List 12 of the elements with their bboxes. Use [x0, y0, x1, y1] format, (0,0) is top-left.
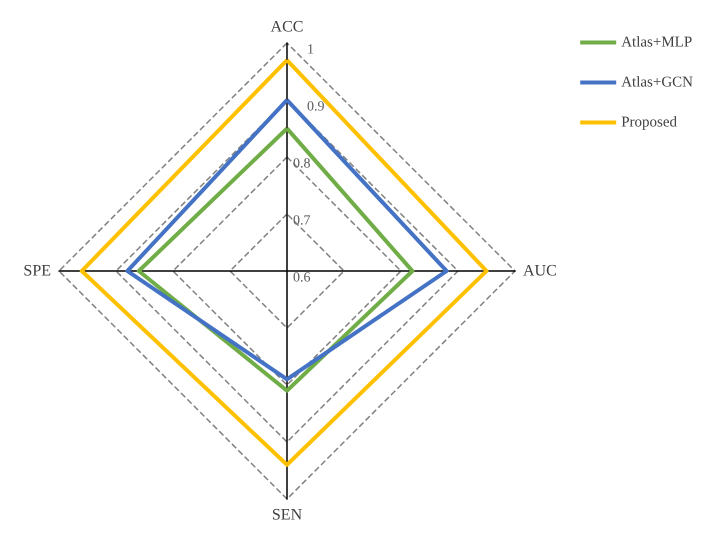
spoke-label: ACC	[270, 18, 304, 36]
y-tick-label: 0.7	[293, 214, 310, 228]
legend-label: Proposed	[621, 114, 678, 130]
y-tick-label: 0.6	[293, 270, 310, 286]
legend-label: Atlas+MLP	[621, 34, 692, 50]
spoke-label: SPE	[23, 262, 51, 280]
legend-label: Atlas+GCN	[621, 74, 694, 90]
y-tick-label: 0.9	[307, 100, 324, 114]
y-tick-label: 0.8	[293, 156, 310, 172]
y-tick-label: 1	[307, 42, 314, 58]
spoke-label: SEN	[272, 506, 303, 524]
spoke-label: AUC	[523, 262, 557, 280]
